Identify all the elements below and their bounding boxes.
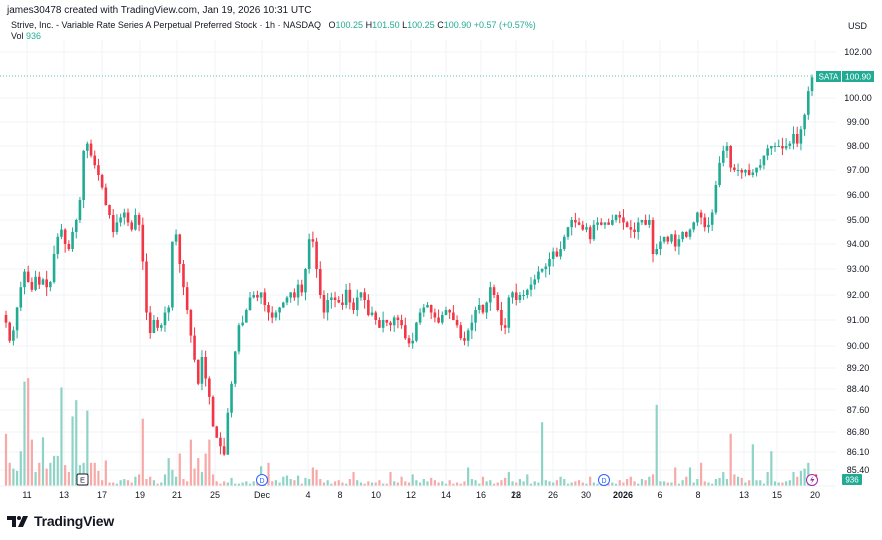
dividend-marker-icon[interactable]: D bbox=[598, 474, 610, 486]
price-chart[interactable]: 102.00 100.00 99.00 98.00 97.00 96.00 95.00 94.… bbox=[0, 0, 882, 500]
time-axis-tick: 18 bbox=[511, 490, 521, 500]
time-axis-tick: 25 bbox=[210, 490, 220, 500]
tradingview-brand: TradingView bbox=[34, 513, 115, 529]
split-event-icon[interactable] bbox=[806, 474, 818, 486]
price-axis-tick: 96.00 bbox=[847, 190, 870, 200]
time-axis-tick: 26 bbox=[548, 490, 558, 500]
time-axis-tick: 21 bbox=[172, 490, 182, 500]
volume-bars bbox=[4, 378, 814, 486]
price-axis-tick: 98.00 bbox=[847, 141, 870, 151]
time-axis-tick: 30 bbox=[581, 490, 591, 500]
low-value: 100.25 bbox=[407, 20, 435, 30]
close-label: C bbox=[437, 20, 444, 30]
time-axis-tick: 22 bbox=[511, 490, 521, 500]
open-value: 100.25 bbox=[335, 20, 364, 30]
time-axis-tick: 13 bbox=[59, 490, 69, 500]
price-axis-tick: 85.40 bbox=[847, 465, 870, 475]
time-axis-tick: 14 bbox=[441, 490, 451, 500]
time-axis-tick: 13 bbox=[739, 490, 749, 500]
time-axis-tick: 8 bbox=[695, 490, 700, 500]
price-axis[interactable]: 102.00 100.00 99.00 98.00 97.00 96.00 95.00 94.… bbox=[844, 47, 872, 475]
change-value: +0.57 (+0.57%) bbox=[473, 20, 536, 30]
time-axis-tick: 15 bbox=[772, 490, 782, 500]
earnings-marker-icon[interactable]: E bbox=[76, 473, 89, 486]
low-label: L bbox=[402, 20, 408, 30]
time-axis-tick: 4 bbox=[305, 490, 310, 500]
price-axis-tick: 86.10 bbox=[847, 447, 870, 457]
symbol-legend: Strive, Inc. - Variable Rate Series A Pe… bbox=[11, 20, 536, 30]
dividend-marker-icon[interactable]: D bbox=[256, 474, 268, 486]
price-axis-tick: 87.60 bbox=[847, 405, 870, 415]
time-axis-tick: 12 bbox=[406, 490, 416, 500]
price-axis-tick: 86.80 bbox=[847, 427, 870, 437]
price-axis-tick: 93.00 bbox=[847, 264, 870, 274]
open-label: O bbox=[328, 20, 336, 30]
time-axis-tick: 10 bbox=[371, 490, 381, 500]
volume-legend: Vol 936 bbox=[11, 31, 41, 41]
price-axis-tick: 90.00 bbox=[847, 341, 870, 351]
time-axis-tick: 8 bbox=[337, 490, 342, 500]
price-axis-tick: 95.00 bbox=[847, 215, 870, 225]
price-axis-tick: 97.00 bbox=[847, 165, 870, 175]
candlesticks bbox=[4, 74, 814, 456]
svg-text:E: E bbox=[80, 476, 85, 485]
high-value: 101.50 bbox=[372, 20, 400, 30]
close-value: 100.90 bbox=[443, 20, 472, 30]
price-axis-tick: 99.00 bbox=[847, 117, 870, 127]
chart-grid bbox=[0, 40, 836, 486]
time-axis-tick: Dec bbox=[254, 490, 271, 500]
svg-text:D: D bbox=[259, 478, 264, 485]
tradingview-logo[interactable]: TradingView bbox=[7, 513, 114, 529]
currency-label[interactable]: USD bbox=[848, 21, 868, 31]
tradingview-logo-icon bbox=[7, 515, 28, 527]
price-tag: SATA 100.90 bbox=[816, 71, 874, 82]
volume-label: Vol bbox=[11, 31, 24, 41]
time-axis-tick: 17 bbox=[97, 490, 107, 500]
price-axis-tick: 100.00 bbox=[844, 93, 872, 103]
svg-text:D: D bbox=[601, 478, 606, 485]
time-axis-tick: 19 bbox=[135, 490, 145, 500]
volume-tag: 936 bbox=[842, 474, 862, 485]
time-axis-tick: 20 bbox=[810, 490, 820, 500]
price-axis-tick: 89.20 bbox=[847, 363, 870, 373]
price-axis-tick: 91.00 bbox=[847, 315, 870, 325]
time-axis-tick: 6 bbox=[657, 490, 662, 500]
price-axis-tick: 88.40 bbox=[847, 384, 870, 394]
symbol-description[interactable]: Strive, Inc. - Variable Rate Series A Pe… bbox=[11, 20, 321, 30]
volume-tag-value: 936 bbox=[845, 476, 859, 485]
attribution-text: james30478 created with TradingView.com,… bbox=[7, 5, 312, 16]
high-label: H bbox=[365, 20, 373, 30]
price-axis-tick: 92.00 bbox=[847, 290, 870, 300]
time-axis-tick: 2026 bbox=[613, 490, 633, 500]
price-axis-tick: 102.00 bbox=[844, 47, 872, 57]
time-axis-tick: 11 bbox=[22, 490, 31, 500]
volume-value: 936 bbox=[26, 31, 42, 41]
price-axis-tick: 94.00 bbox=[847, 239, 870, 249]
price-tag-ticker: SATA bbox=[819, 73, 839, 82]
price-tag-value: 100.90 bbox=[845, 72, 871, 82]
time-axis-tick: 16 bbox=[476, 490, 486, 500]
